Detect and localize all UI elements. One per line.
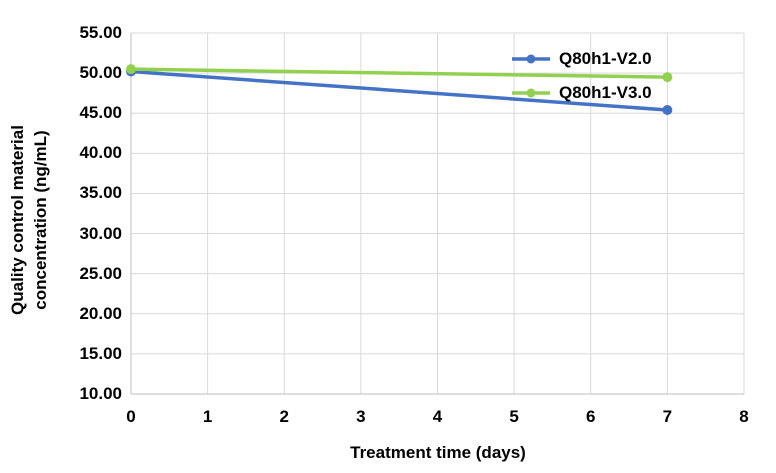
y-axis-tick-label: 20.00	[79, 303, 122, 323]
series-line-Q80h1-V2.0	[129, 69, 670, 112]
x-axis-title: Treatment time (days)	[350, 443, 526, 462]
y-axis-title: Quality control material concentration (…	[6, 60, 52, 380]
x-axis-tick-label: 5	[509, 407, 519, 426]
data-point-marker	[126, 64, 136, 75]
y-axis-tick-label: 10.00	[79, 384, 122, 403]
series-line-Q80h1-V3.0	[129, 67, 670, 79]
legend-label: Q80h1-V2.0	[559, 49, 652, 68]
x-axis-tick-label: 8	[739, 407, 749, 426]
legend-item-q80h1-v2: Q80h1-V2.0	[511, 42, 652, 76]
x-axis-tick-label: 2	[279, 407, 289, 426]
x-axis-tick-label: 4	[432, 407, 443, 426]
y-axis-tick-label: 30.00	[79, 223, 122, 243]
x-axis-tick-label: 1	[202, 407, 213, 426]
y-axis-tick-label: 25.00	[79, 263, 122, 283]
y-axis-title-line2: concentration (ng/mL)	[31, 130, 50, 310]
x-axis-tick-label: 3	[356, 407, 366, 426]
y-axis-tick-label: 50.00	[79, 63, 122, 83]
legend-item-q80h1-v3: Q80h1-V3.0	[511, 76, 652, 110]
y-axis-tick-label: 40.00	[79, 143, 122, 163]
y-axis-tick-label: 55.00	[79, 23, 122, 42]
legend-line-marker-icon	[512, 88, 550, 98]
legend: Q80h1-V2.0 Q80h1-V3.0	[511, 42, 652, 110]
x-axis-tick-label: 0	[126, 407, 136, 426]
legend-label: Q80h1-V3.0	[559, 83, 652, 102]
y-axis-tick-label: 15.00	[79, 343, 122, 363]
data-point-marker	[662, 72, 673, 83]
y-axis-tick-label: 35.00	[79, 183, 122, 203]
data-point-marker	[662, 105, 673, 116]
x-axis-tick-label: 6	[586, 407, 596, 426]
legend-line-marker-icon	[512, 54, 550, 64]
y-axis-tick-label: 45.00	[79, 103, 122, 123]
y-axis-title-line1: Quality control material	[8, 125, 27, 315]
x-axis-tick-label: 7	[662, 407, 673, 426]
